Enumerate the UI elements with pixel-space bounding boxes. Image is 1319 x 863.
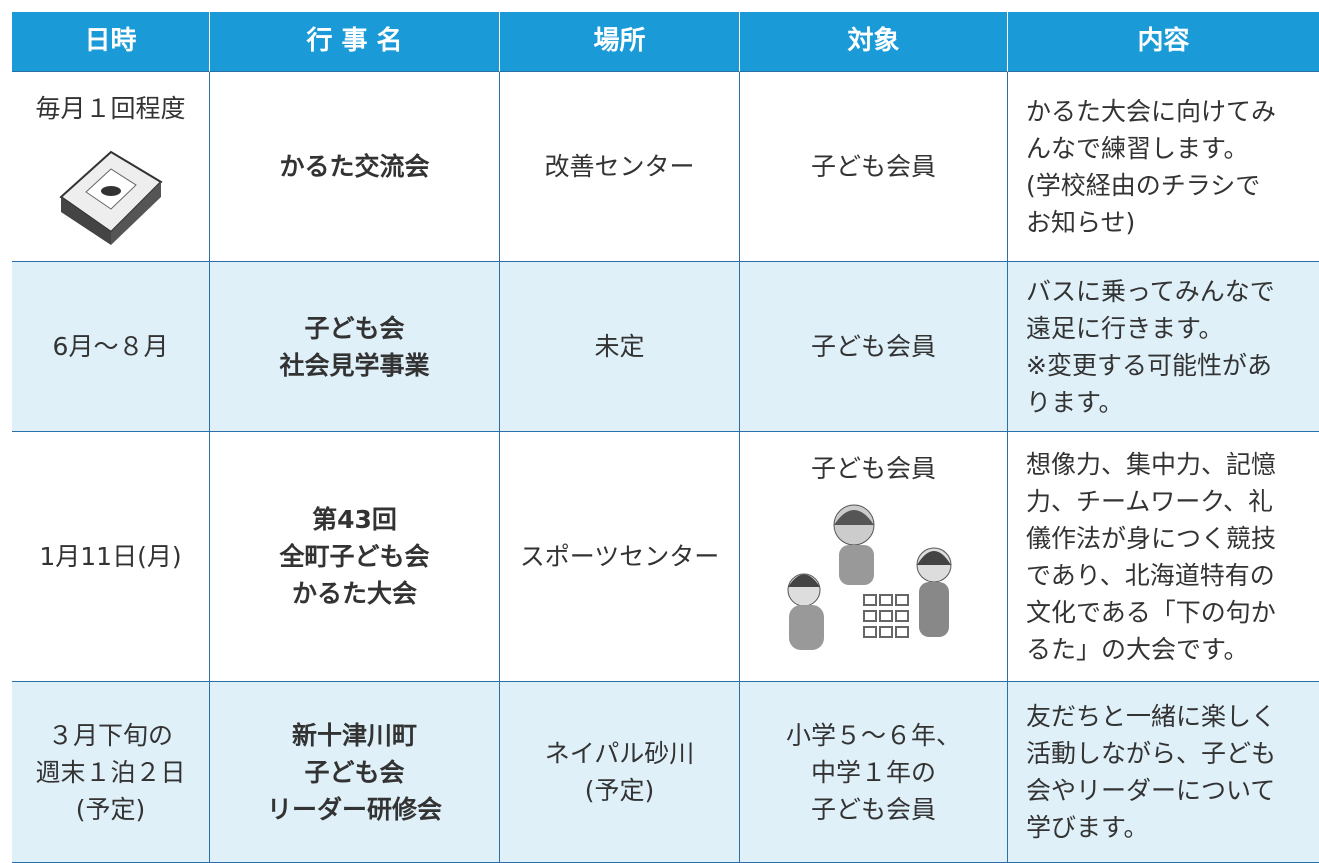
table-cell: 1月11日(月) <box>12 432 210 682</box>
header-cell: 対象 <box>740 12 1008 72</box>
cell-text: (予定) <box>584 776 655 805</box>
cell-text: であり、北海道特有の <box>1026 560 1275 590</box>
header-cell: 行 事 名 <box>210 12 500 72</box>
table-cell: 毎月１回程度 <box>12 72 210 262</box>
cell-text: (学校経由のチラシで <box>1026 170 1261 200</box>
cell-text: 子ども会 <box>304 757 405 787</box>
cell-text: 社会見学事業 <box>279 350 430 380</box>
table-cell: 6月～８月 <box>12 262 210 432</box>
cell-text: るた」の大会です。 <box>1026 634 1249 664</box>
cell-text: ネイパル砂川 <box>544 739 695 768</box>
cell-text: 新十津川町 <box>291 720 417 750</box>
cell-text: 6月～８月 <box>52 332 169 361</box>
cell-text: 遠足に行きます。 <box>1026 313 1224 343</box>
cell-text: リーダー研修会 <box>266 794 442 824</box>
cell-text: 儀作法が身につく競技 <box>1026 523 1277 553</box>
cell-text: 学びます。 <box>1026 813 1149 842</box>
table-cell: ネイパル砂川 (予定) <box>500 682 740 863</box>
cell-text: (予定) <box>75 794 146 824</box>
header-cell: 内容 <box>1008 12 1319 72</box>
cell-text: 第43回 <box>312 505 397 534</box>
cell-text: スポーツセンター <box>519 542 720 571</box>
table-cell: 小学５～６年、 中学１年の子ども会員 <box>740 682 1008 863</box>
table-cell: 子ども会員 <box>740 72 1008 262</box>
header-cell: 場所 <box>500 12 740 72</box>
cell-text: 子ども会員 <box>810 332 936 361</box>
cell-text: かるた交流会 <box>279 152 430 181</box>
cell-text: 会やリーダーについて <box>1026 776 1276 805</box>
cell-text: 小学５～６年、 <box>785 720 961 750</box>
table-cell: 未定 <box>500 262 740 432</box>
table-cell: 想像力、集中力、記憶 力、チームワーク、礼 儀作法が身につく競技 であり、北海道特有の… <box>1008 432 1319 682</box>
cell-text: バスに乗ってみんなで <box>1026 276 1275 306</box>
header-cell: 日時 <box>12 12 210 72</box>
table-cell: 子ども会員 <box>740 262 1008 432</box>
cell-text: 毎月１回程度 <box>35 94 186 123</box>
cell-text: 文化である「下の句か <box>1026 597 1276 627</box>
cell-text: かるた大会 <box>291 579 417 608</box>
table-cell: かるた交流会 <box>210 72 500 262</box>
cell-text: 改善センター <box>544 152 695 181</box>
table-cell: バスに乗ってみんなで 遠足に行きます。 ※変更する可能性があ ります。 <box>1008 262 1319 432</box>
cell-text: 1月11日(月) <box>39 542 182 571</box>
cell-text: ります。 <box>1026 387 1124 417</box>
cell-text: 子ども会員 <box>810 454 936 483</box>
table-cell: 新十津川町子ども会リーダー研修会 <box>210 682 500 863</box>
cell-text: んなで練習します。 <box>1026 133 1249 163</box>
cell-text: 中学１年の <box>810 757 936 787</box>
table-cell: 子ども会社会見学事業 <box>210 262 500 432</box>
kids-playing-icon <box>787 504 951 650</box>
cell-text: 未定 <box>594 332 645 361</box>
cell-text: 子ども会員 <box>810 794 936 824</box>
karuta-box-icon <box>58 150 163 245</box>
cell-text: 想像力、集中力、記憶 <box>1026 449 1277 479</box>
cell-text: お知らせ) <box>1026 207 1136 237</box>
cell-text: 子ども会 <box>304 313 405 343</box>
cell-text: 力、チームワーク、礼 <box>1026 486 1274 516</box>
cell-text: 全町子ども会 <box>279 542 430 571</box>
table-cell: ３月下旬の週末１泊２日 (予定) <box>12 682 210 863</box>
cell-text: 活動しながら、子ども <box>1026 739 1277 768</box>
illustration <box>56 137 166 257</box>
cell-text: 友だちと一緒に楽しく <box>1026 702 1277 731</box>
cell-text: 週末１泊２日 <box>35 757 186 787</box>
cell-text: ※変更する可能性があ <box>1026 350 1272 380</box>
table-cell: かるた大会に向けてみ んなで練習します。 (学校経由のチラシで お知らせ) <box>1008 72 1319 262</box>
cell-text: ３月下旬の <box>47 720 173 750</box>
cell-text: 子ども会員 <box>810 152 936 181</box>
table-cell: 友だちと一緒に楽しく 活動しながら、子ども 会やリーダーについて 学びます。 <box>1008 682 1319 863</box>
cell-text: かるた大会に向けてみ <box>1026 96 1277 126</box>
illustration <box>774 495 974 675</box>
table-cell: 子ども会員 <box>740 432 1008 682</box>
table-cell: 第43回全町子ども会 かるた大会 <box>210 432 500 682</box>
table-cell: スポーツセンター <box>500 432 740 682</box>
table-cell: 改善センター <box>500 72 740 262</box>
